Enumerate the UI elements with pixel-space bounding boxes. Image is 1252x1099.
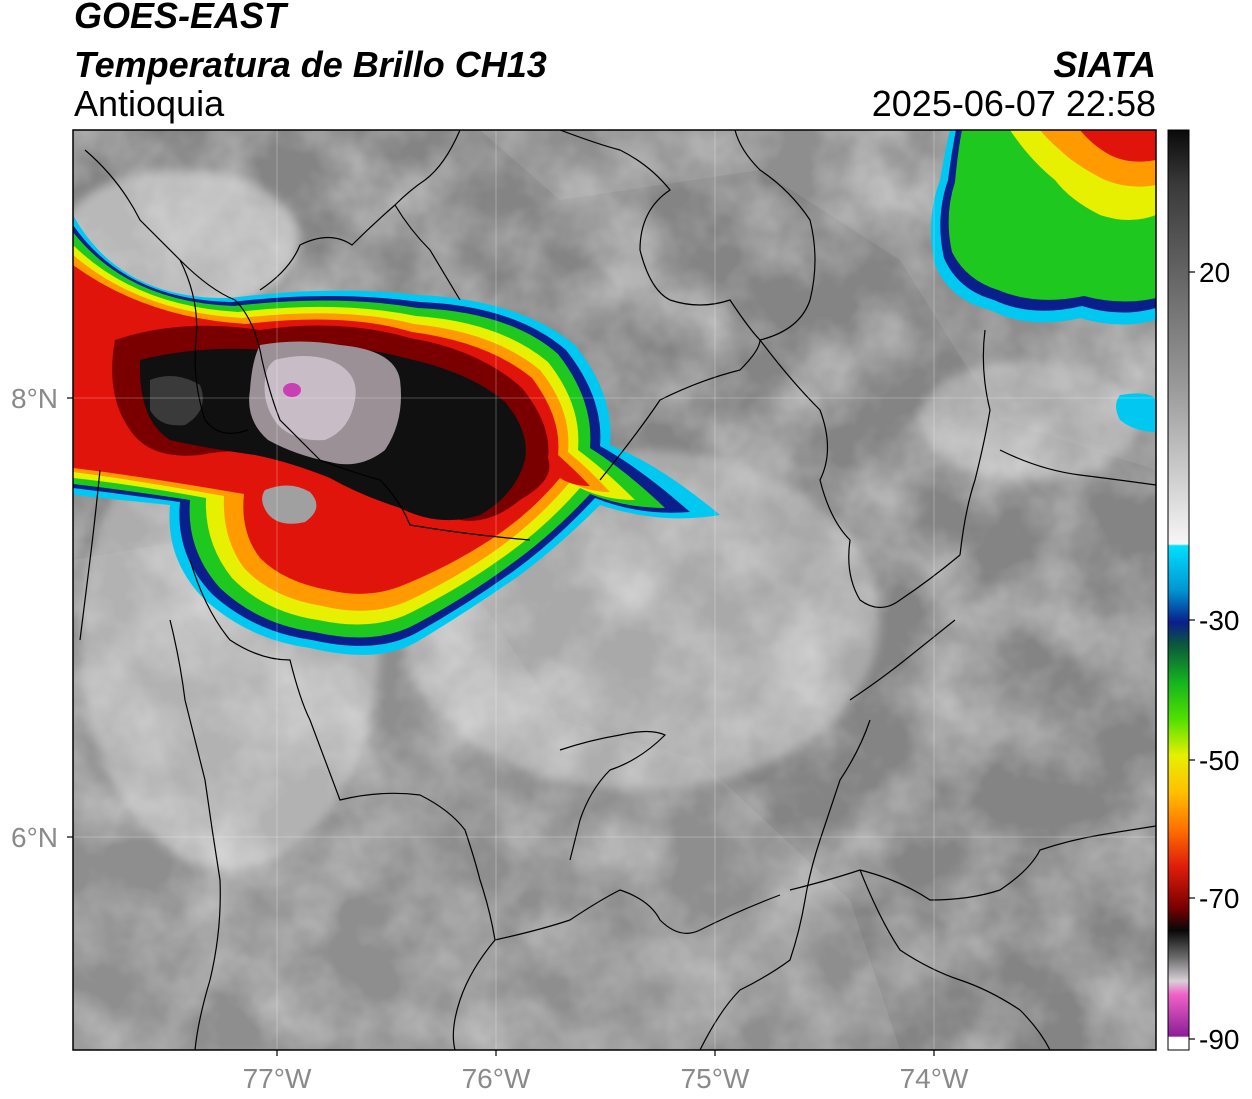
lon-tick-74w: 74°W [900, 1063, 969, 1094]
title-satellite: GOES-EAST [74, 0, 287, 36]
lat-tick-6n: 6°N [11, 822, 58, 853]
colorbar-tick-label: -30 [1199, 605, 1239, 636]
timestamp-label: 2025-06-07 22:58 [871, 83, 1156, 124]
colorbar-tick-label: -70 [1199, 883, 1239, 914]
colorbar-tick-label: -50 [1199, 745, 1239, 776]
graticule [73, 130, 1156, 1050]
map-frame [72, 129, 1157, 1051]
title-product: Temperatura de Brillo CH13 [74, 44, 547, 85]
boundaries [79, 130, 1156, 1050]
agency-label: SIATA [1053, 44, 1156, 85]
colorbar-tick-label: -90 [1199, 1024, 1239, 1055]
lon-tick-76w: 76°W [462, 1063, 531, 1094]
colorbar-tick-label: 20 [1199, 257, 1230, 288]
lon-tick-77w: 77°W [243, 1063, 312, 1094]
lat-tick-8n: 8°N [11, 383, 58, 414]
lon-tick-75w: 75°W [681, 1063, 750, 1094]
title-region: Antioquia [74, 83, 225, 124]
map-area [73, 130, 1156, 1050]
convective-cell-northeast [931, 130, 1156, 432]
colorbar: 20 -30 -50 -70 -90 [1167, 129, 1239, 1055]
convective-cell-main [73, 215, 720, 655]
